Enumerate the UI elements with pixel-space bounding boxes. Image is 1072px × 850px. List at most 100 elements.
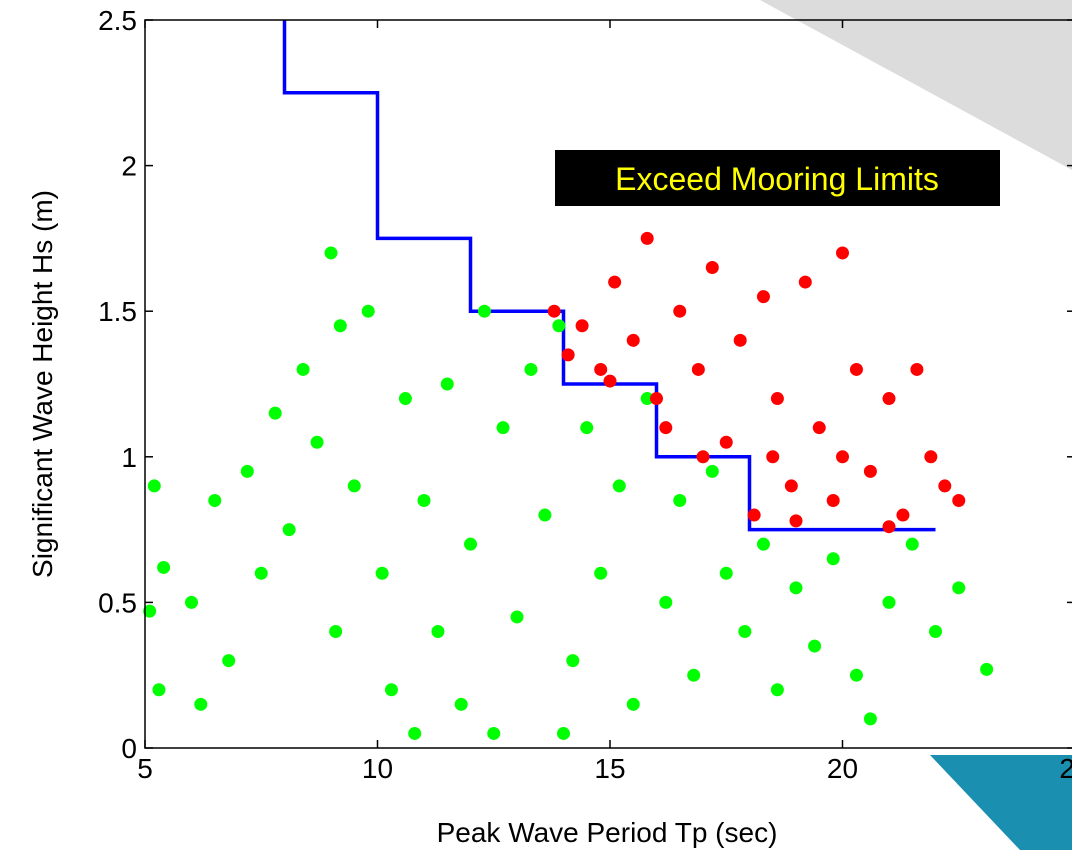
point <box>826 493 840 507</box>
point <box>464 537 477 551</box>
point <box>882 595 896 609</box>
annotation: Exceed Mooring Limits <box>615 161 939 197</box>
point <box>673 304 687 318</box>
point <box>952 581 966 595</box>
point <box>719 435 733 449</box>
point <box>440 377 454 391</box>
point <box>310 435 324 449</box>
point <box>566 654 580 668</box>
y-tick-label: 0.5 <box>98 587 137 618</box>
point <box>938 479 952 493</box>
point <box>905 537 919 551</box>
point <box>896 508 910 522</box>
point <box>626 333 640 347</box>
y-tick-label: 1 <box>121 442 137 473</box>
point <box>705 464 719 478</box>
x-tick-label: 25 <box>1059 753 1072 784</box>
point <box>329 625 343 639</box>
point <box>496 421 510 435</box>
point <box>691 362 705 376</box>
point <box>784 479 798 493</box>
point <box>431 625 445 639</box>
point <box>561 348 575 362</box>
point <box>798 275 812 289</box>
y-tick-label: 0 <box>121 733 137 764</box>
point <box>152 683 166 697</box>
point <box>157 560 171 574</box>
point <box>770 392 784 406</box>
point <box>282 523 296 537</box>
point <box>477 304 491 318</box>
y-axis-label: Significant Wave Height Hs (m) <box>27 190 58 578</box>
point <box>738 625 752 639</box>
point <box>417 493 431 507</box>
x-tick-label: 10 <box>362 753 393 784</box>
point <box>687 668 701 682</box>
point <box>575 319 589 333</box>
y-tick-label: 2 <box>121 151 137 182</box>
slide-decoration <box>930 755 1072 850</box>
point <box>756 290 770 304</box>
point <box>910 362 924 376</box>
point <box>510 610 524 624</box>
point <box>454 697 468 711</box>
point <box>408 726 422 740</box>
point <box>836 450 849 464</box>
point <box>347 479 361 493</box>
point <box>296 362 310 376</box>
point <box>812 421 826 435</box>
point <box>650 392 663 406</box>
point <box>240 464 254 478</box>
point <box>268 406 282 420</box>
point <box>147 479 161 493</box>
point <box>789 581 803 595</box>
point <box>194 697 208 711</box>
x-axis-label: Peak Wave Period Tp (sec) <box>437 817 778 848</box>
point <box>333 319 347 333</box>
point <box>222 654 236 668</box>
point <box>208 493 222 507</box>
point <box>929 625 942 639</box>
point <box>594 362 608 376</box>
point <box>487 726 501 740</box>
point <box>254 566 268 580</box>
point <box>849 668 863 682</box>
point <box>524 362 538 376</box>
point <box>626 697 640 711</box>
point <box>756 537 770 551</box>
point <box>608 275 622 289</box>
point <box>705 261 719 275</box>
point <box>733 333 747 347</box>
limit-line <box>282 20 936 532</box>
point <box>766 450 780 464</box>
point <box>185 595 198 609</box>
x-tick-label: 5 <box>137 753 153 784</box>
point <box>603 374 617 388</box>
point <box>826 552 840 566</box>
point <box>980 662 994 676</box>
y-tick-label: 1.5 <box>98 296 137 327</box>
point <box>143 604 157 618</box>
point <box>640 231 654 245</box>
x-tick-label: 20 <box>827 753 858 784</box>
slide-decoration <box>760 0 1072 170</box>
point <box>863 464 877 478</box>
point <box>384 683 398 697</box>
point <box>882 520 896 534</box>
point <box>924 450 938 464</box>
point <box>849 362 863 376</box>
point <box>640 392 654 406</box>
point <box>673 493 687 507</box>
point <box>557 726 570 740</box>
point <box>836 246 849 260</box>
point <box>696 450 710 464</box>
plot-area <box>143 20 994 740</box>
point <box>863 712 877 726</box>
annotation-box <box>555 150 1000 206</box>
x-tick-label: 15 <box>594 753 625 784</box>
point <box>538 508 552 522</box>
point <box>594 566 608 580</box>
point <box>719 566 733 580</box>
